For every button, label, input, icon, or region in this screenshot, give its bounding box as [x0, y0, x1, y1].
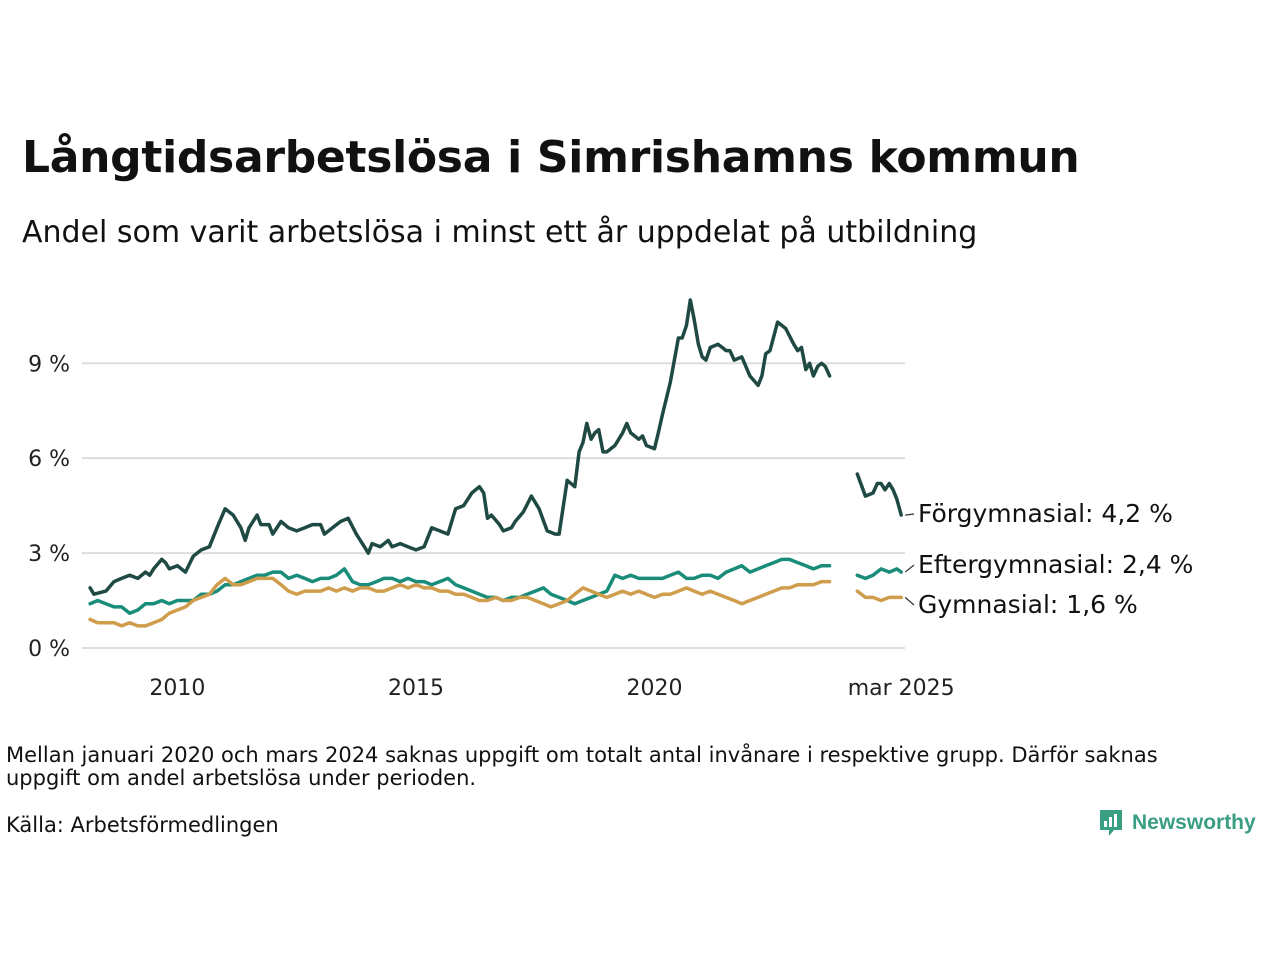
- x-tick-label: 2020: [627, 676, 683, 701]
- series-line-förgymnasial: [855, 472, 903, 517]
- series-end-label: Gymnasial: 1,6 %: [918, 590, 1138, 619]
- x-tick-label: mar 2025: [848, 676, 955, 701]
- series-end-label: Eftergymnasial: 2,4 %: [918, 550, 1193, 579]
- leader-line: [904, 564, 915, 573]
- source-text: Källa: Arbetsförmedlingen: [6, 813, 279, 837]
- y-tick-label: 6 %: [28, 447, 70, 472]
- chart-subtitle: Andel som varit arbetslösa i minst ett å…: [22, 215, 978, 250]
- y-tick-label: 0 %: [28, 637, 70, 662]
- brand-name: Newsworthy: [1132, 811, 1256, 834]
- series-line-gymnasial: [88, 576, 832, 628]
- x-tick-label: 2015: [388, 676, 444, 701]
- series-line-förgymnasial: [88, 298, 832, 596]
- leader-line: [904, 596, 915, 606]
- x-tick-label: 2010: [149, 676, 205, 701]
- series-line-eftergymnasial: [88, 557, 832, 615]
- chart-title: Långtidsarbetslösa i Simrishamns kommun: [22, 132, 1080, 183]
- leader-line: [905, 513, 915, 516]
- y-tick-label: 3 %: [28, 542, 70, 567]
- series-end-label: Förgymnasial: 4,2 %: [918, 499, 1173, 528]
- y-tick-label: 9 %: [28, 352, 70, 377]
- footnote: Mellan januari 2020 och mars 2024 saknas…: [6, 743, 1158, 790]
- newsworthy-logo-icon: [1100, 810, 1122, 836]
- newsworthy-logo: Newsworthy: [1098, 808, 1256, 838]
- series-line-gymnasial: [855, 589, 903, 603]
- series-line-eftergymnasial: [855, 567, 903, 581]
